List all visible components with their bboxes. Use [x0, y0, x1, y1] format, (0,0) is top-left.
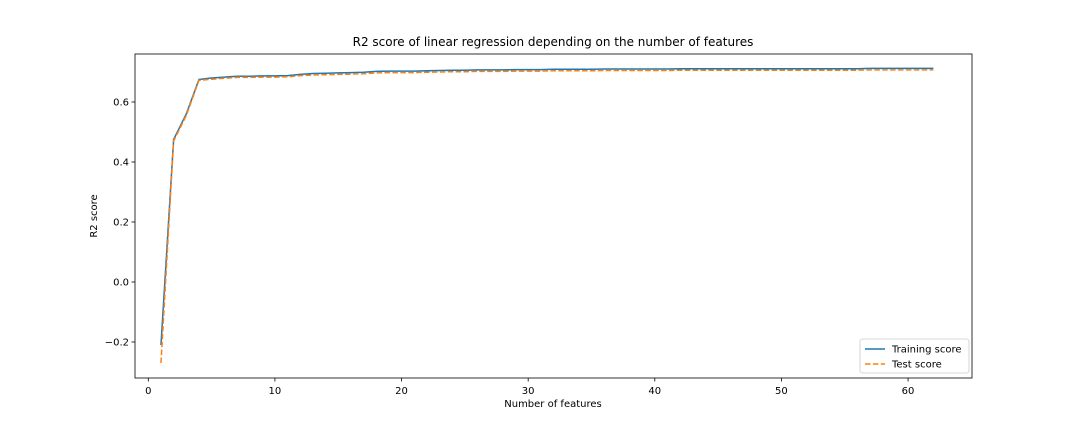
x-tick-label: 0	[145, 386, 151, 397]
y-tick-label: 0.4	[113, 158, 129, 169]
x-tick-label: 40	[648, 386, 661, 397]
y-tick-label: 0.2	[113, 218, 129, 229]
series-line-test	[160, 69, 934, 364]
series-line-training	[160, 67, 934, 346]
x-tick-label: 60	[902, 386, 915, 397]
y-axis-label: R2 score	[89, 194, 100, 237]
plot-area: 0 10 20 30 40 50 60 −0.2 0.0 0.2 0.4 0.6 Training sc…	[105, 53, 973, 397]
y-tick-label: 0.0	[113, 278, 129, 289]
legend-label-training: Training score	[891, 345, 962, 356]
y-tick-label: 0.6	[113, 98, 129, 109]
axes-frame	[134, 53, 973, 379]
x-tick-label: 50	[775, 386, 788, 397]
x-axis-label: Number of features	[504, 399, 601, 410]
legend-label-test: Test score	[891, 360, 942, 371]
x-tick-label: 30	[522, 386, 535, 397]
y-tick-label: −0.2	[105, 338, 129, 349]
x-tick-label: 10	[269, 386, 282, 397]
x-tick-label: 20	[395, 386, 408, 397]
legend-box	[859, 338, 970, 374]
chart-title: R2 score of linear regression depending …	[353, 35, 754, 49]
